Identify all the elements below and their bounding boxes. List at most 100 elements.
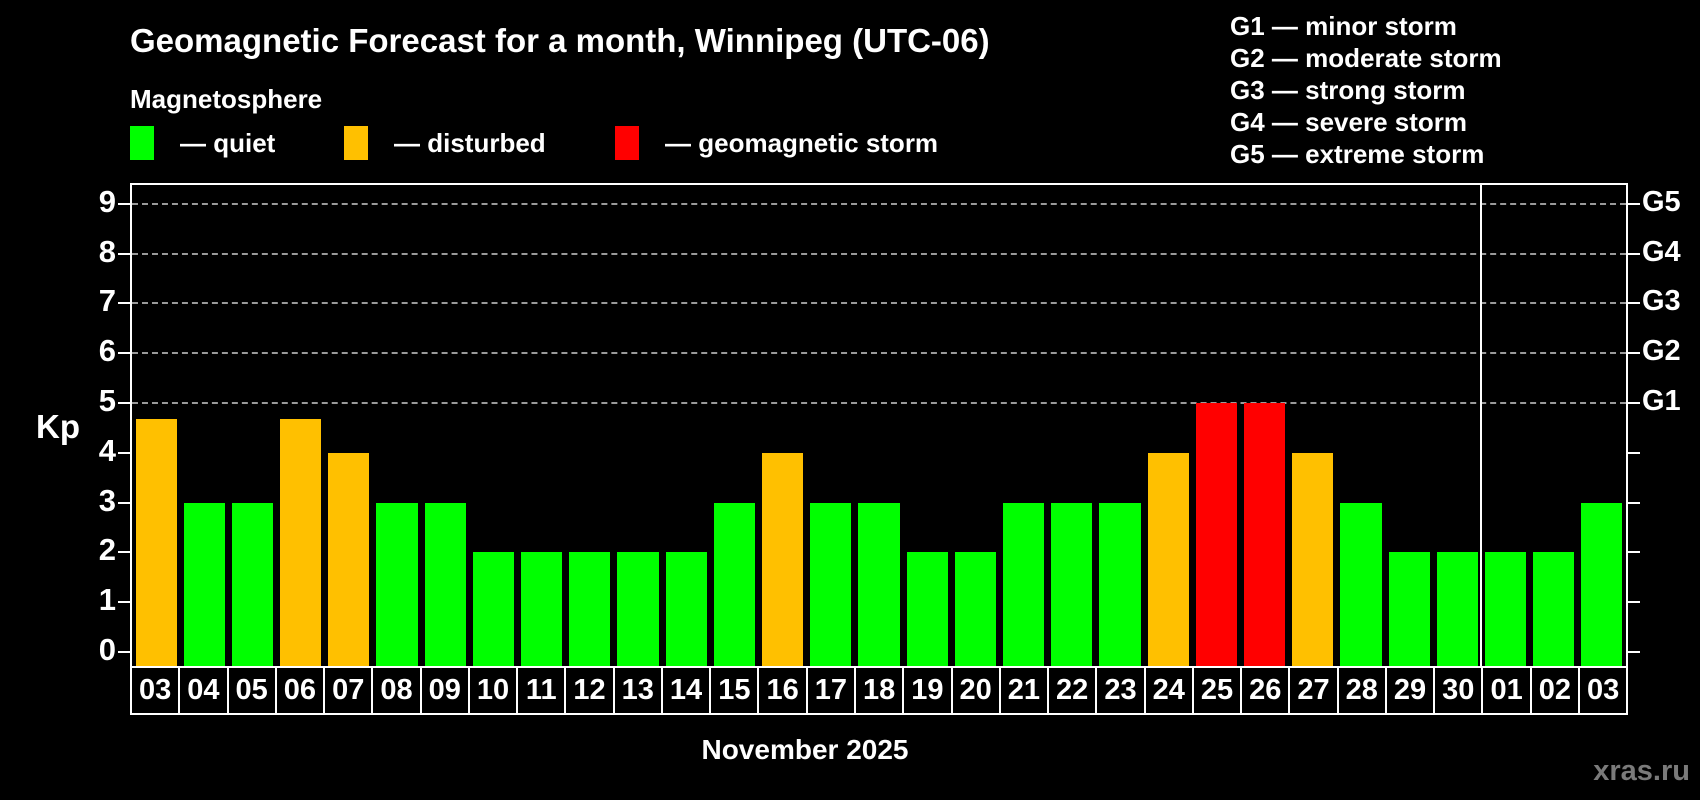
kp-bar-day-20 [954, 552, 996, 670]
y-tick-label-6: 6 [98, 333, 116, 369]
right-axis-label-g1: G1 [1642, 385, 1681, 417]
left-tick-7 [118, 302, 130, 305]
day-label-12: 12 [564, 666, 615, 715]
left-tick-5 [118, 402, 130, 404]
kp-bar-day-03 [135, 419, 177, 670]
y-tick-label-2: 2 [98, 532, 116, 568]
day-label-19: 19 [902, 666, 953, 715]
right-tick-8 [1628, 252, 1640, 255]
storm-color-swatch [615, 126, 639, 160]
day-label-28: 28 [1336, 666, 1387, 715]
kp-bar-day-07 [328, 452, 370, 670]
right-tick-9 [1628, 202, 1640, 205]
storm-scale-legend: G1 — minor storm G2 — moderate storm G3 — … [1230, 10, 1502, 170]
kp-bar-day-28 [1340, 502, 1382, 670]
day-label-02: 02 [1529, 666, 1580, 715]
day-label-18: 18 [853, 666, 905, 715]
day-label-22: 22 [1047, 666, 1098, 715]
kp-bar-day-01 [1484, 552, 1527, 670]
left-tick-8 [118, 252, 130, 255]
kp-bar-day-27 [1292, 452, 1334, 670]
plot-area [118, 183, 1640, 672]
watermark-xras: xras.ru [1593, 755, 1690, 787]
storm-legend-line: G2 — moderate storm [1230, 43, 1502, 73]
day-label-10: 10 [467, 666, 519, 715]
kp-bar-day-14 [665, 552, 707, 670]
month-boundary-line [1480, 185, 1483, 670]
y-tick-label-7: 7 [98, 283, 116, 319]
kp-bar-day-16 [762, 452, 804, 670]
kp-bar-day-11 [521, 552, 563, 670]
day-label-11: 11 [516, 666, 567, 715]
y-tick-label-9: 9 [98, 183, 116, 219]
kp-bar-day-24 [1147, 452, 1189, 670]
gridline-kp-9 [132, 202, 1626, 205]
kp-bar-day-30 [1436, 552, 1478, 670]
day-label-03: 03 [1577, 666, 1629, 715]
right-tick-2 [1628, 551, 1640, 554]
right-axis-label-g3: G3 [1642, 285, 1681, 318]
right-axis-label-g5: G5 [1642, 185, 1681, 218]
gridline-kp-8 [132, 252, 1626, 255]
y-tick-label-3: 3 [98, 482, 116, 518]
legend-label-quiet: — quiet [180, 127, 276, 158]
left-tick-9 [118, 202, 130, 205]
kp-bar-day-02 [1533, 552, 1575, 670]
storm-legend-line: G1 — minor storm [1230, 11, 1457, 41]
day-label-30: 30 [1433, 666, 1484, 715]
day-label-26: 26 [1240, 666, 1291, 715]
right-tick-0 [1628, 651, 1640, 653]
day-label-25: 25 [1191, 666, 1243, 715]
right-tick-3 [1628, 501, 1640, 504]
kp-bar-day-22 [1051, 502, 1093, 670]
y-tick-label-1: 1 [98, 582, 116, 618]
kp-bar-day-29 [1388, 552, 1430, 670]
day-label-13: 13 [612, 666, 663, 715]
day-label-17: 17 [805, 666, 856, 715]
kp-bar-day-05 [231, 502, 274, 670]
kp-bar-day-12 [569, 552, 611, 670]
day-label-01: 01 [1481, 666, 1532, 715]
kp-bar-day-21 [1002, 502, 1045, 670]
storm-legend-line: G4 — severe storm [1230, 107, 1468, 137]
day-label-29: 29 [1384, 666, 1436, 715]
left-tick-2 [118, 551, 130, 554]
y-tick-label-5: 5 [98, 383, 116, 418]
day-label-06: 06 [274, 666, 326, 715]
y-axis-title-kp: Kp [36, 408, 80, 445]
left-tick-6 [118, 352, 130, 355]
right-tick-4 [1628, 451, 1640, 454]
legend-item-storm: — geomagnetic storm [615, 126, 938, 160]
day-label-14: 14 [660, 666, 712, 715]
right-tick-6 [1628, 352, 1640, 355]
y-tick-label-8: 8 [98, 233, 116, 269]
x-axis-title-month: November 2025 [701, 734, 909, 765]
right-axis-label-g2: G2 [1642, 335, 1681, 368]
legend-item-disturbed: — disturbed [344, 126, 546, 160]
day-label-04: 04 [178, 666, 229, 715]
kp-bar-day-15 [713, 502, 755, 670]
storm-legend-line: G3 — strong storm [1230, 75, 1466, 105]
gridline-kp-6 [132, 352, 1626, 355]
right-tick-5 [1628, 402, 1640, 404]
left-tick-0 [118, 651, 130, 653]
kp-bar-day-25 [1195, 403, 1237, 670]
right-tick-1 [1628, 601, 1640, 604]
day-label-03: 03 [130, 666, 181, 715]
legend-label-disturbed: — disturbed [394, 127, 546, 158]
kp-bar-day-06 [280, 419, 322, 670]
day-label-15: 15 [709, 666, 760, 715]
disturbed-color-swatch [344, 126, 368, 160]
legend-label-storm: — geomagnetic storm [665, 127, 939, 158]
day-label-23: 23 [1095, 666, 1146, 715]
day-label-27: 27 [1288, 666, 1339, 715]
kp-bar-day-03 [1581, 502, 1623, 670]
kp-bar-day-08 [376, 502, 418, 670]
day-label-16: 16 [757, 666, 808, 715]
y-tick-label-4: 4 [98, 432, 116, 468]
subtitle-magnetosphere: Magnetosphere [130, 84, 323, 114]
kp-bar-day-17 [810, 502, 852, 670]
day-label-24: 24 [1143, 666, 1194, 715]
kp-bar-day-04 [183, 502, 225, 670]
gridline-kp-7 [132, 302, 1626, 305]
